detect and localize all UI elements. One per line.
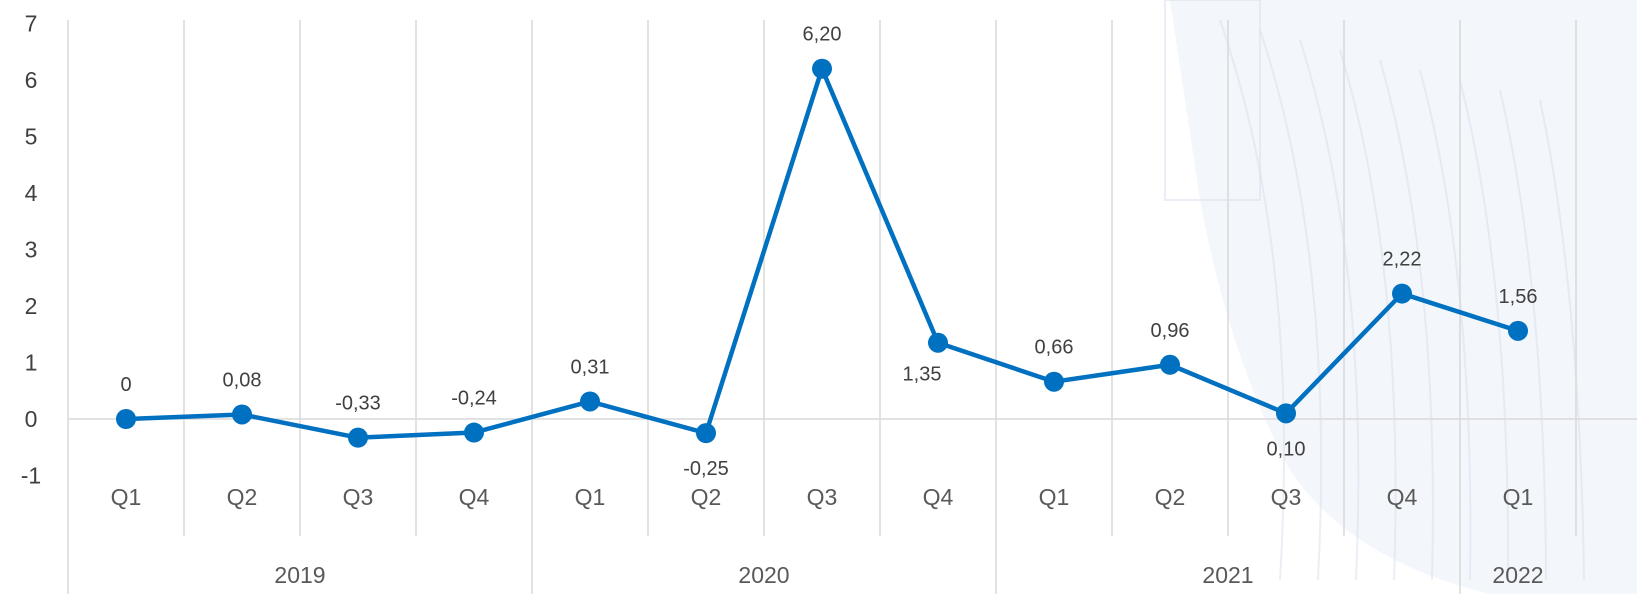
y-tick-label: -1: [21, 463, 41, 489]
watermark-stroke: [1499, 89, 1547, 581]
watermark-stroke: [1379, 59, 1434, 581]
data-point: [232, 404, 252, 425]
data-point: [348, 427, 368, 448]
x-tick-label: Q1: [111, 484, 142, 510]
x-tick-label: Q4: [1387, 484, 1418, 510]
y-axis: -1 0 1 2 3 4 5 6 7: [21, 11, 41, 489]
year-label: 2022: [1492, 562, 1543, 588]
data-point: [464, 422, 484, 443]
data-label: 6,20: [803, 24, 842, 46]
data-point: [696, 423, 716, 444]
data-point: [1044, 371, 1064, 392]
data-label: -0,24: [451, 388, 497, 410]
data-point: [1508, 320, 1528, 341]
data-point: [928, 332, 948, 353]
y-tick-label: 4: [25, 180, 38, 206]
y-tick-label: 2: [25, 293, 38, 319]
data-label: 0,08: [223, 369, 262, 391]
data-point: [116, 409, 136, 429]
data-label: -0,25: [683, 458, 729, 480]
watermark-stroke: [1164, 0, 1261, 201]
x-axis: Q1 Q2 Q3 Q4 Q1 Q2 Q3 Q4 Q1 Q2 Q3 Q4 Q1 2019 2020 2021 20…: [111, 484, 1544, 588]
data-labels: 0 0,08 -0,33 -0,24 0,31 -0,25 6,20 1,35 0,66 0,96…: [120, 24, 1537, 480]
watermark-stroke: [1299, 39, 1360, 581]
data-label: 1,56: [1499, 286, 1538, 308]
y-tick-label: 6: [25, 67, 38, 93]
x-tick-label: Q3: [807, 484, 838, 510]
data-point: [1160, 354, 1180, 375]
y-tick-label: 3: [25, 237, 38, 263]
y-tick-label: 0: [25, 406, 38, 432]
y-tick-label: 5: [25, 124, 38, 150]
data-point: [1392, 283, 1412, 304]
watermark-stroke: [1539, 99, 1585, 581]
data-point: [812, 58, 832, 79]
year-label: 2019: [274, 562, 325, 588]
data-label: 0,96: [1151, 320, 1190, 342]
data-point: [1276, 403, 1296, 424]
x-tick-label: Q4: [923, 484, 954, 510]
y-tick-label: 7: [25, 11, 38, 37]
data-label: 0: [120, 374, 131, 396]
year-label: 2021: [1202, 562, 1253, 588]
data-label: 0,31: [571, 356, 610, 378]
x-tick-label: Q2: [1155, 484, 1186, 510]
data-point: [580, 391, 600, 412]
x-tick-label: Q1: [1039, 484, 1070, 510]
data-label: 1,35: [903, 364, 942, 386]
watermark-stroke: [1259, 29, 1323, 581]
data-label: 2,22: [1383, 249, 1422, 271]
year-label: 2020: [738, 562, 789, 588]
x-tick-label: Q3: [343, 484, 374, 510]
data-label: 0,10: [1267, 438, 1306, 460]
series-line-group: [116, 58, 1528, 448]
data-label: -0,33: [335, 393, 381, 415]
x-tick-label: Q1: [1503, 484, 1534, 510]
x-tick-label: Q2: [227, 484, 258, 510]
x-tick-label: Q2: [691, 484, 722, 510]
x-tick-label: Q3: [1271, 484, 1302, 510]
x-tick-label: Q1: [575, 484, 606, 510]
y-tick-label: 1: [25, 350, 38, 376]
watermark-stroke: [1339, 49, 1397, 581]
watermark-stroke: [1219, 19, 1285, 581]
watermark-stroke: [1459, 79, 1510, 581]
gridlines: [67, 20, 1637, 594]
x-tick-label: Q4: [459, 484, 490, 510]
data-label: 0,66: [1035, 337, 1074, 359]
